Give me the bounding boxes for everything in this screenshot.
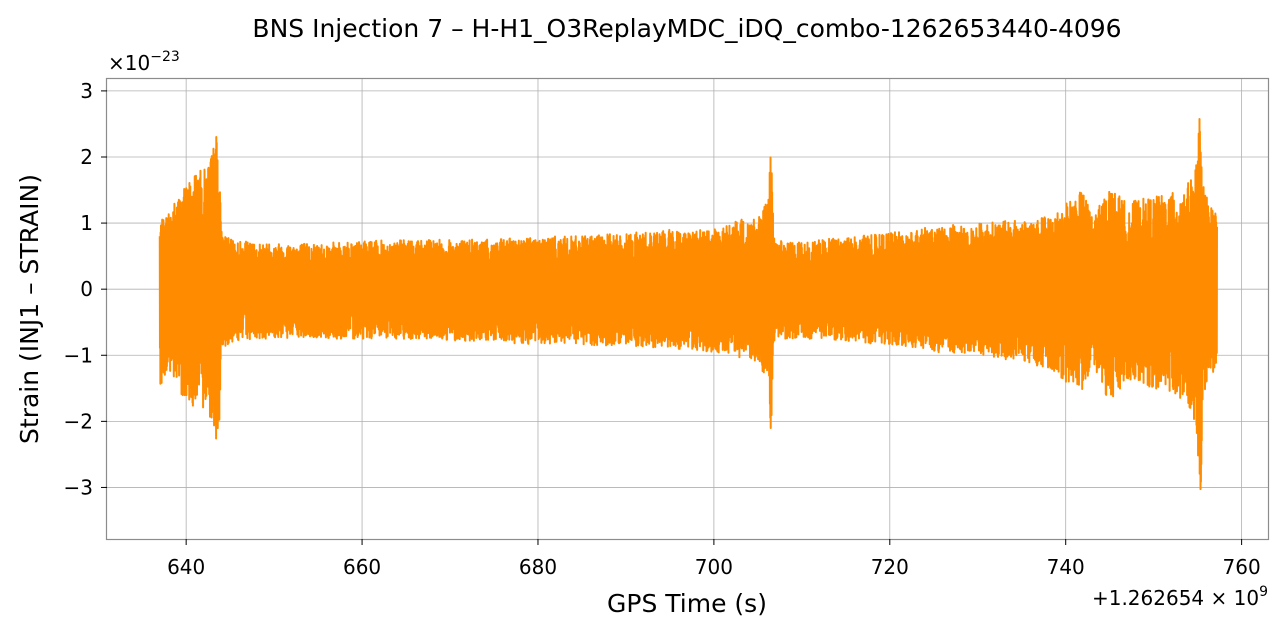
x-offset-label: +1.262654 × 109 (1092, 584, 1268, 610)
y-tick-label: 1 (80, 211, 93, 235)
x-tick-label: 760 (1223, 555, 1261, 579)
y-axis-ticks: −3 −2 −1 0 1 2 3 (64, 79, 107, 499)
y-axis-label: Strain (INJ1 – STRAIN) (15, 174, 44, 444)
x-axis-ticks: 640 660 680 700 720 740 760 (167, 539, 1261, 579)
plot-area (158, 118, 1218, 491)
svg-text:×10−23: ×10−23 (108, 49, 180, 75)
y-tick-label: −3 (64, 475, 93, 499)
svg-text:+1.262654 × 109: +1.262654 × 109 (1092, 584, 1268, 610)
x-tick-label: 740 (1047, 555, 1085, 579)
y-scale-base: ×10 (108, 51, 150, 75)
x-tick-label: 720 (871, 555, 909, 579)
y-tick-label: 0 (80, 277, 93, 301)
axes-frame (105, 77, 1270, 541)
y-tick-label: −1 (64, 343, 93, 367)
y-tick-label: 3 (80, 79, 93, 103)
y-scale-exponent: −23 (150, 49, 180, 65)
x-axis-label: GPS Time (s) (607, 589, 767, 618)
x-tick-label: 640 (167, 555, 205, 579)
chart-title: BNS Injection 7 – H-H1_O3ReplayMDC_iDQ_c… (252, 14, 1121, 43)
strain-series-line (158, 118, 1218, 491)
x-offset-base: +1.262654 × 10 (1092, 586, 1259, 610)
y-tick-label: 2 (80, 145, 93, 169)
x-tick-label: 680 (519, 555, 557, 579)
x-tick-label: 700 (695, 555, 733, 579)
x-offset-exponent: 9 (1259, 584, 1268, 600)
y-scale-multiplier: ×10−23 (108, 49, 180, 75)
x-tick-label: 660 (343, 555, 381, 579)
y-tick-label: −2 (64, 409, 93, 433)
